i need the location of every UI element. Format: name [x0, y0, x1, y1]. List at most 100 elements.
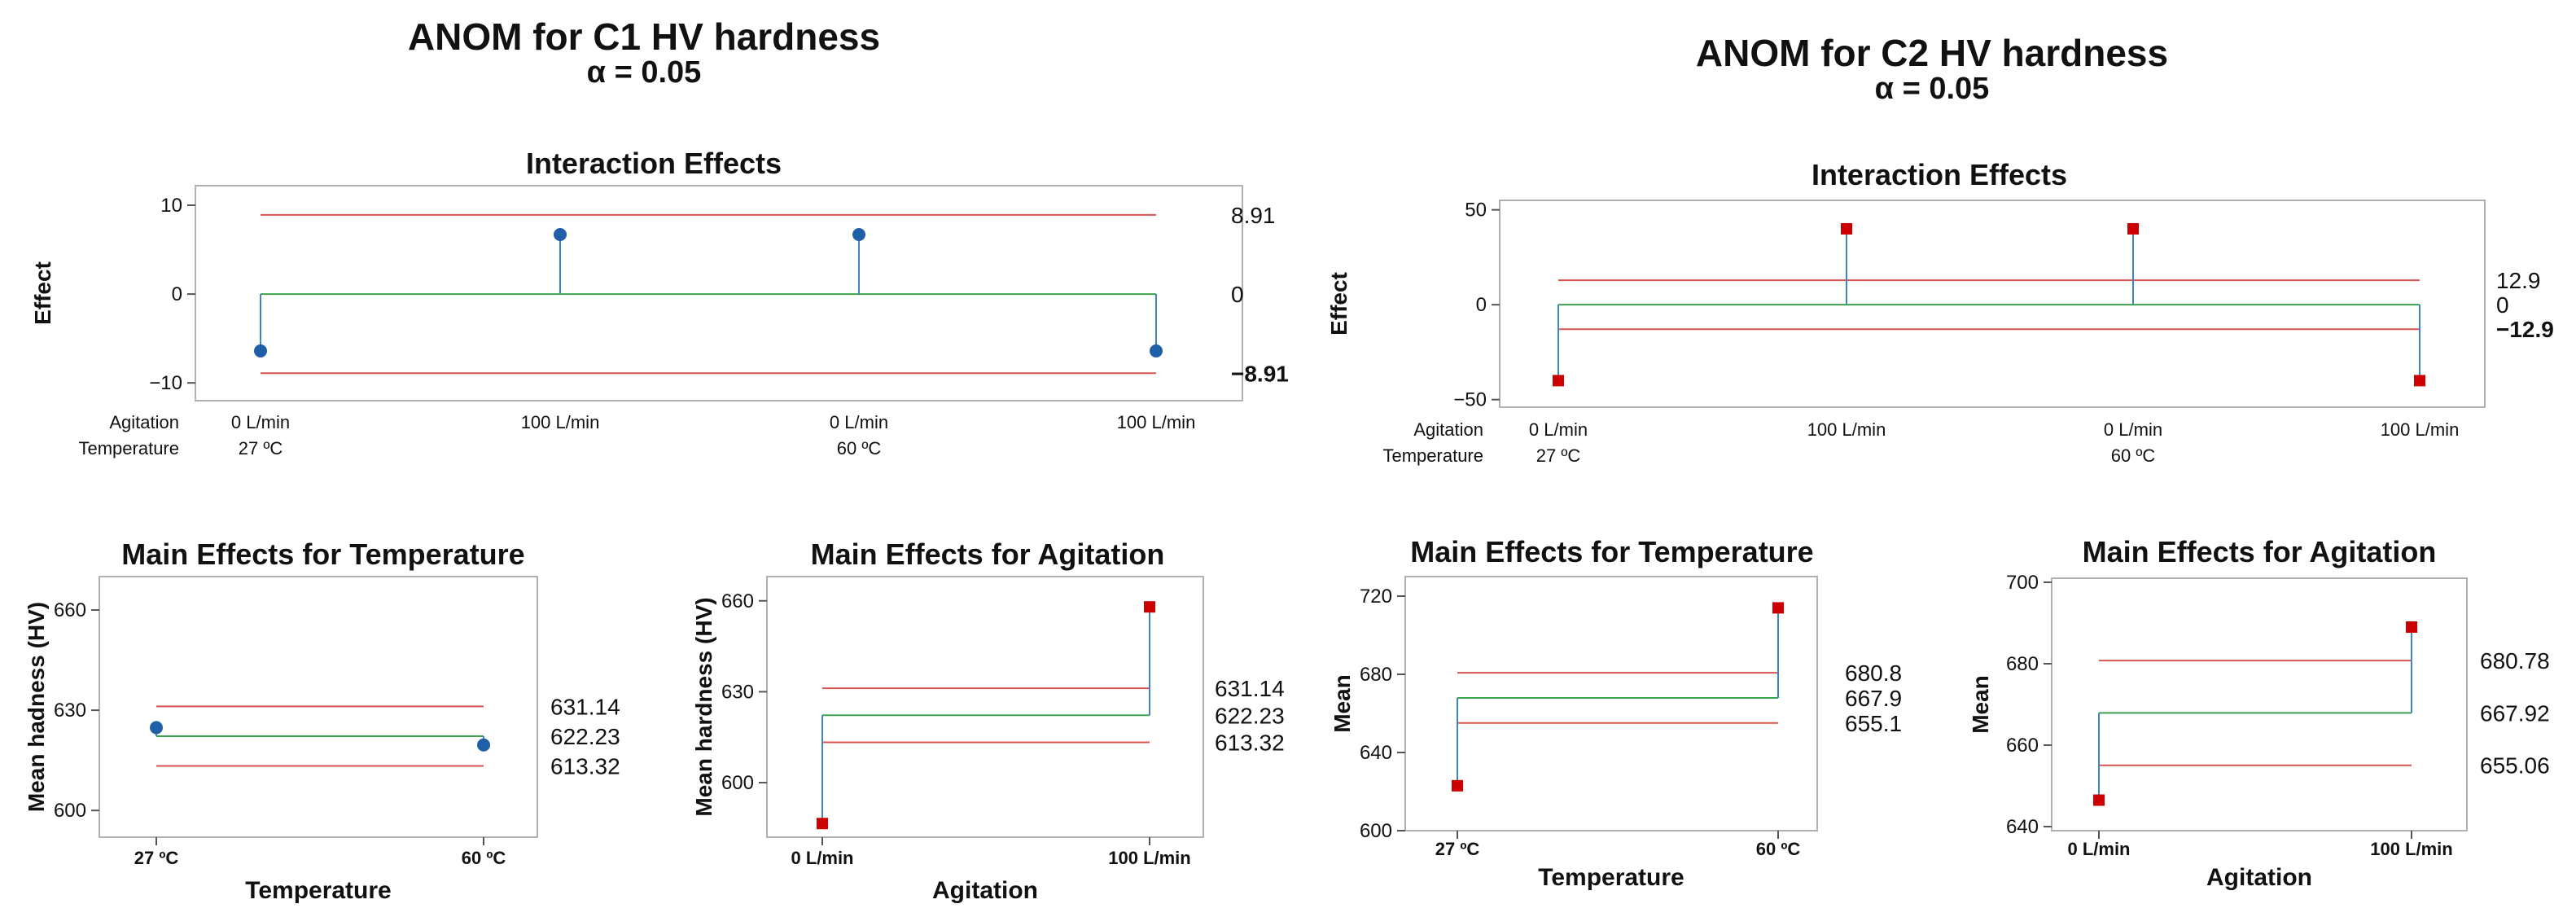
data-point — [1452, 779, 1463, 792]
y-tick-label: 660 — [2006, 735, 2039, 757]
y-axis-label: Mean — [1968, 675, 1993, 734]
factor-name: Temperature — [1382, 445, 1483, 466]
chart-title: Interaction Effects — [526, 147, 782, 180]
panel-title: ANOM for C1 HV hardness — [407, 15, 881, 58]
chart-title: Main Effects for Temperature — [121, 537, 524, 571]
limit-label: 0 — [1231, 282, 1244, 307]
anom-charts-c2: Interaction EffectsEffect500−5012.90−12.… — [1326, 158, 2554, 891]
factor-level-label: 27 ºC — [239, 438, 283, 458]
anom-charts-c1: Interaction Effects Effect 10 0 −10 8.91 0 −8.9… — [24, 147, 1289, 904]
factor-level-label: 0 L/min — [2104, 419, 2162, 440]
data-point — [852, 228, 865, 241]
data-point — [477, 738, 490, 752]
y-tick-label: 0 — [172, 283, 182, 305]
limit-label: 680.78 — [2480, 648, 2550, 673]
y-tick-label: 700 — [2006, 572, 2039, 594]
x-tick-label: 27 ºC — [134, 848, 179, 868]
limit-label: −12.9 — [2496, 317, 2554, 342]
chart-title: Main Effects for Agitation — [811, 537, 1165, 571]
y-tick-label: 640 — [2006, 816, 2039, 838]
data-point — [1150, 344, 1163, 358]
y-tick-label: 600 — [721, 772, 754, 794]
factor-level-label: 0 L/min — [231, 412, 290, 432]
limit-label: 8.91 — [1231, 203, 1276, 228]
data-point — [817, 818, 828, 830]
limit-label: 0 — [2496, 292, 2509, 318]
data-point — [150, 721, 163, 735]
data-point — [1772, 602, 1784, 614]
limit-label: 680.8 — [1845, 660, 1902, 686]
limit-label: 655.1 — [1845, 711, 1902, 736]
factor-name: Agitation — [109, 412, 179, 432]
x-tick-label: 0 L/min — [791, 848, 853, 868]
chart-title: Main Effects for Temperature — [1410, 535, 1813, 568]
limit-label: 631.14 — [1215, 676, 1285, 701]
data-point — [2406, 621, 2417, 633]
x-tick-label: 60 ºC — [1756, 839, 1801, 859]
y-tick-label: −50 — [1453, 389, 1487, 411]
y-tick-label: 600 — [1360, 820, 1392, 842]
factor-level-label: 27 ºC — [1536, 445, 1581, 466]
plot-frame — [1499, 200, 2486, 408]
chart-title: Interaction Effects — [1812, 158, 2067, 191]
factor-level-label: 0 L/min — [1529, 419, 1588, 440]
anom-panel-c1: ANOM for C1 HV hardness α = 0.05 Interac… — [24, 15, 1289, 904]
x-axis-label: Temperature — [245, 877, 392, 904]
anom-panel-c2: ANOM for C2 HV hardness α = 0.05 Interac… — [1288, 0, 2576, 917]
y-axis-label: Mean hardness (HV) — [691, 597, 716, 816]
y-tick-label: 10 — [160, 195, 182, 217]
factor-level-label: 0 L/min — [830, 412, 888, 432]
y-tick-label: 630 — [54, 700, 86, 722]
y-tick-label: 680 — [2006, 653, 2039, 675]
y-axis-label: Effect — [1326, 272, 1352, 336]
limit-label: 667.92 — [2480, 700, 2550, 726]
y-axis-label: Mean hadness (HV) — [24, 602, 49, 812]
plot-frame — [766, 576, 1204, 838]
data-point — [254, 344, 267, 358]
y-tick-label: 640 — [1360, 742, 1392, 764]
y-axis-label: Effect — [30, 261, 55, 325]
y-tick-label: 660 — [54, 599, 86, 621]
data-point — [1144, 601, 1155, 613]
factor-level-label: 60 ºC — [837, 438, 882, 458]
x-tick-label: 60 ºC — [462, 848, 506, 868]
plot-frame — [2051, 577, 2468, 831]
x-axis-label: Agitation — [2206, 864, 2312, 891]
y-tick-label: 660 — [721, 590, 754, 612]
y-tick-label: 0 — [1476, 294, 1487, 316]
y-tick-label: 600 — [54, 800, 86, 822]
factor-name: Agitation — [1413, 419, 1483, 440]
limit-label: 12.9 — [2496, 268, 2541, 293]
x-axis-label: Temperature — [1538, 864, 1684, 891]
limit-label: 667.9 — [1845, 686, 1902, 711]
x-tick-label: 27 ºC — [1435, 839, 1480, 859]
limit-label: 631.14 — [550, 694, 620, 719]
chart-title: Main Effects for Agitation — [2083, 535, 2437, 568]
limit-label: 655.06 — [2480, 753, 2550, 779]
limit-label: −8.91 — [1231, 361, 1289, 386]
y-tick-label: 630 — [721, 681, 754, 703]
plot-frame — [99, 576, 538, 838]
x-tick-label: 0 L/min — [2067, 839, 2130, 859]
factor-level-label: 100 L/min — [1807, 419, 1886, 440]
y-tick-label: 720 — [1360, 586, 1392, 608]
limit-label: 613.32 — [1215, 730, 1285, 755]
limit-label: 622.23 — [550, 724, 620, 749]
data-point — [2414, 375, 2425, 387]
data-point — [1841, 222, 1852, 235]
limit-label: 613.32 — [550, 754, 620, 779]
factor-name: Temperature — [78, 438, 179, 458]
panel-alpha: α = 0.05 — [586, 55, 702, 90]
panel-alpha: α = 0.05 — [1874, 72, 1990, 106]
factor-level-label: 100 L/min — [2381, 419, 2460, 440]
x-tick-label: 100 L/min — [1108, 848, 1190, 868]
x-tick-label: 100 L/min — [2370, 839, 2452, 859]
data-point — [2127, 222, 2139, 235]
plot-frame — [195, 185, 1243, 401]
data-point — [554, 228, 567, 241]
y-axis-label: Mean — [1330, 674, 1355, 733]
y-tick-label: 680 — [1360, 664, 1392, 686]
y-tick-label: −10 — [149, 372, 182, 394]
x-axis-label: Agitation — [932, 877, 1038, 904]
factor-level-label: 100 L/min — [1117, 412, 1196, 432]
